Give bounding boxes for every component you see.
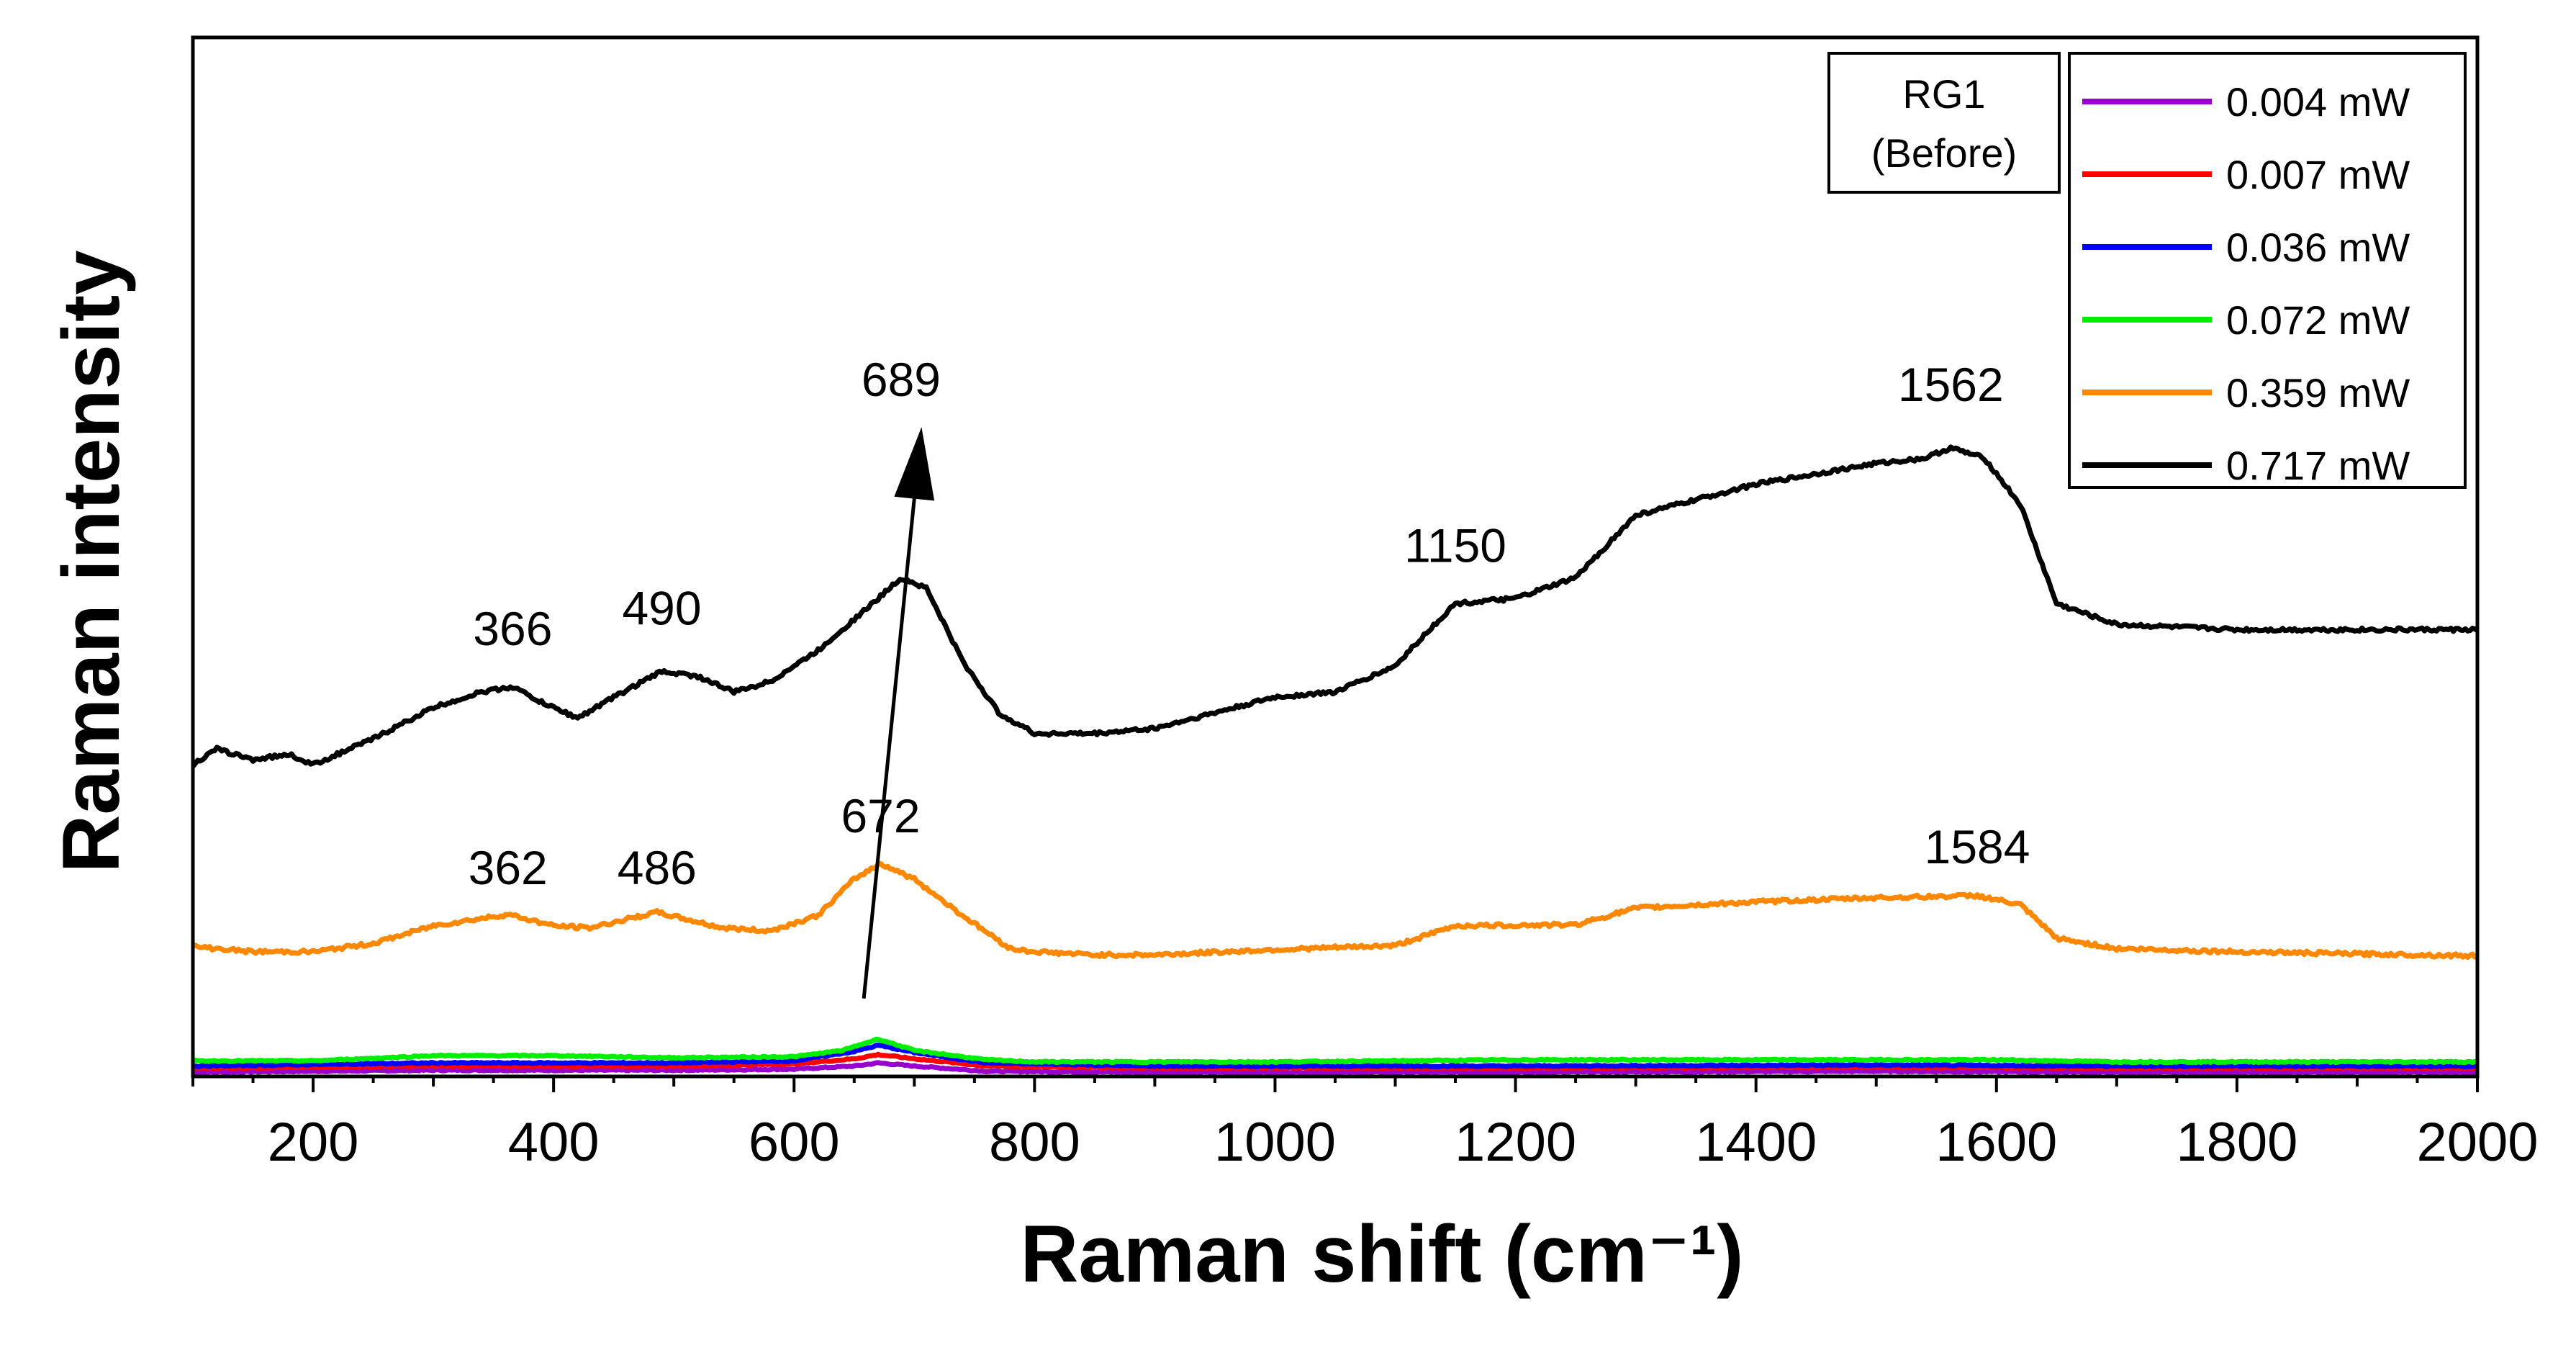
y-axis-title: Raman intensity <box>46 250 136 873</box>
x-tick-label: 1600 <box>1935 1112 2057 1173</box>
x-tick-label: 400 <box>508 1112 600 1173</box>
legend-label: 0.007 mW <box>2226 152 2410 197</box>
x-axis: 200 400 600 800 1000 1200 1400 1600 1800 2000 <box>191 1076 2539 1173</box>
peak-label: 486 <box>618 841 697 894</box>
x-tick-label: 1400 <box>1695 1112 1817 1173</box>
legend-label: 0.036 mW <box>2226 225 2410 270</box>
peak-label: 1562 <box>1898 358 2004 411</box>
legend-label: 0.004 mW <box>2226 79 2410 125</box>
arrow-shaft <box>862 498 916 999</box>
series-line-0-072-mW <box>193 1036 2477 1066</box>
legend-title-box: RG1 (Before) <box>1827 52 2061 194</box>
x-tick-label: 2000 <box>2416 1112 2538 1173</box>
peak-label: 366 <box>473 602 552 655</box>
legend-title-line2: (Before) <box>1871 130 2017 176</box>
series-line-0-717-mW <box>193 444 2477 768</box>
peak-label: 1584 <box>1925 820 2030 873</box>
x-axis-title: Raman shift (cm⁻¹) <box>1021 1209 1744 1299</box>
x-tick-label: 1200 <box>1455 1112 1576 1173</box>
series-layer <box>193 444 2477 1076</box>
peak-label: 1150 <box>1404 519 1506 572</box>
peak-label: 689 <box>862 353 941 406</box>
series-line-0-004-mW <box>193 1060 2477 1076</box>
peak-label: 490 <box>622 581 701 634</box>
x-tick-label: 800 <box>989 1112 1080 1173</box>
peak-label: 362 <box>469 841 548 894</box>
legend-label: 0.717 mW <box>2226 443 2410 488</box>
x-tick-label: 1000 <box>1214 1112 1336 1173</box>
legend-label: 0.072 mW <box>2226 297 2410 343</box>
legend-title-line1: RG1 <box>1902 71 1985 117</box>
x-tick-label: 200 <box>268 1112 359 1173</box>
peak-annotations: 366490689115015623624866721584 <box>469 353 2030 894</box>
series-line-0-036-mW <box>193 1043 2477 1069</box>
x-tick-label: 600 <box>749 1112 840 1173</box>
x-tick-label: 1800 <box>2176 1112 2297 1173</box>
legend-label: 0.359 mW <box>2226 370 2410 415</box>
arrow <box>862 427 935 999</box>
series-line-0-359-mW <box>193 861 2477 961</box>
legend-box <box>2068 52 2467 489</box>
legend: 0.004 mW 0.007 mW 0.036 mW 0.072 mW 0.359 mW… <box>2068 52 2467 489</box>
arrow-head <box>894 427 935 501</box>
